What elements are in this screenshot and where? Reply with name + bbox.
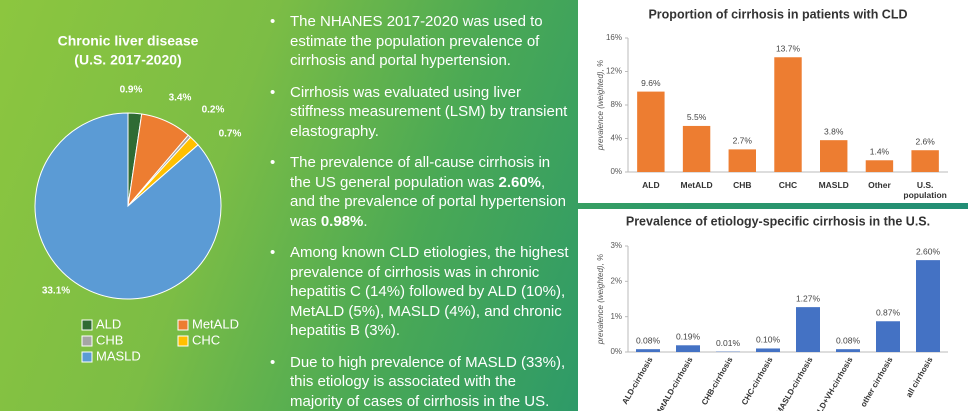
bullet: Among known CLD etiologies, the highest … <box>270 243 570 341</box>
value-label: 13.7% <box>776 44 801 54</box>
value-label: 2.7% <box>733 136 753 146</box>
value-label: 0.01% <box>716 338 741 348</box>
y-axis-label: prevalence (weighted), % <box>596 254 605 345</box>
y-tick-label: 8% <box>610 100 622 109</box>
slice-label: 3.4% <box>169 93 192 104</box>
value-label: 0.87% <box>876 308 901 318</box>
y-tick-label: 12% <box>606 67 622 76</box>
x-tick-label: MetALD <box>680 180 713 190</box>
value-label: 0.19% <box>676 332 701 342</box>
value-label: 3.8% <box>824 126 844 136</box>
legend-label: CHC <box>192 332 220 347</box>
bar <box>756 348 780 352</box>
chart-subtitle: (U.S. 2017-2020) <box>74 52 181 68</box>
value-label: 0.08% <box>836 335 861 345</box>
x-tick-label: CHB <box>733 180 752 190</box>
legend-label: MetALD <box>192 316 239 331</box>
value-label: 9.6% <box>641 78 661 88</box>
slice-label: 0.9% <box>120 85 143 96</box>
legend-label: CHB <box>96 332 123 347</box>
y-tick-label: 0% <box>610 167 622 176</box>
legend-swatch <box>81 351 93 363</box>
bullet-list: The NHANES 2017-2020 was used to estimat… <box>270 12 570 411</box>
x-tick-label: CHC <box>778 180 798 190</box>
y-tick-label: 3% <box>610 241 622 250</box>
top-chart-panel <box>578 0 968 203</box>
value-label: 0.08% <box>636 335 661 345</box>
bar <box>774 57 802 173</box>
bullet-text: , and the prevalence of portal hypertens… <box>290 173 567 230</box>
y-tick-label: 0% <box>610 347 622 356</box>
bar <box>876 321 900 352</box>
y-tick-label: 1% <box>610 312 622 321</box>
value-label: 1.4% <box>870 147 890 157</box>
bar <box>682 125 711 172</box>
legend-swatch <box>81 335 93 347</box>
bar <box>865 160 894 172</box>
bar <box>637 91 665 172</box>
legend-swatch <box>177 319 189 331</box>
bar <box>916 260 940 352</box>
pie-slice <box>34 112 222 300</box>
slice-label: 0.2% <box>202 105 225 116</box>
bullet: The prevalence of all-cause cirrhosis in… <box>270 153 570 231</box>
bullet: Cirrhosis was evaluated using liver stif… <box>270 83 570 142</box>
legend-label: ALD <box>96 316 121 331</box>
x-tick-label: MASLD <box>818 180 849 190</box>
chart-title: Chronic liver disease <box>58 33 199 49</box>
bar <box>820 140 848 172</box>
value-label: 2.6% <box>915 136 935 146</box>
x-tick-label: ALD <box>642 180 660 190</box>
value-label: 0.10% <box>756 335 781 345</box>
bullet-text: The prevalence of all-cause cirrhosis in… <box>290 154 551 191</box>
value-label: 2.60% <box>916 246 941 256</box>
bullet: Due to high prevalence of MASLD (33%), t… <box>270 353 570 411</box>
legend-swatch <box>81 319 93 331</box>
legend-swatch <box>177 335 189 347</box>
bullet-highlight: 2.60% <box>498 173 542 191</box>
y-axis-label: prevalence (weighted), % <box>596 60 605 151</box>
value-label: 5.5% <box>687 112 707 122</box>
bar <box>836 349 860 352</box>
bullet: The NHANES 2017-2020 was used to estimat… <box>270 12 570 71</box>
bar <box>676 345 700 352</box>
bar <box>796 307 820 352</box>
chart-title: Prevalence of etiology-specific cirrhosi… <box>626 214 930 228</box>
bar <box>636 349 660 352</box>
bottom-chart-panel <box>578 209 968 411</box>
x-tick-label: U.S. population <box>903 180 947 200</box>
y-tick-label: 2% <box>610 276 622 285</box>
chart-title: Proportion of cirrhosis in patients with… <box>648 7 907 21</box>
y-tick-label: 4% <box>610 134 622 143</box>
y-tick-label: 16% <box>606 33 622 42</box>
slice-label: 0.7% <box>219 129 242 140</box>
bar <box>728 149 756 172</box>
slice-label: 33.1% <box>42 286 70 297</box>
bar <box>911 150 939 172</box>
bullet-highlight: 0.98% <box>320 212 364 230</box>
value-label: 1.27% <box>796 293 821 303</box>
legend-label: MASLD <box>96 348 141 363</box>
x-tick-label: Other <box>868 180 891 190</box>
bullet-text: . <box>363 212 368 230</box>
